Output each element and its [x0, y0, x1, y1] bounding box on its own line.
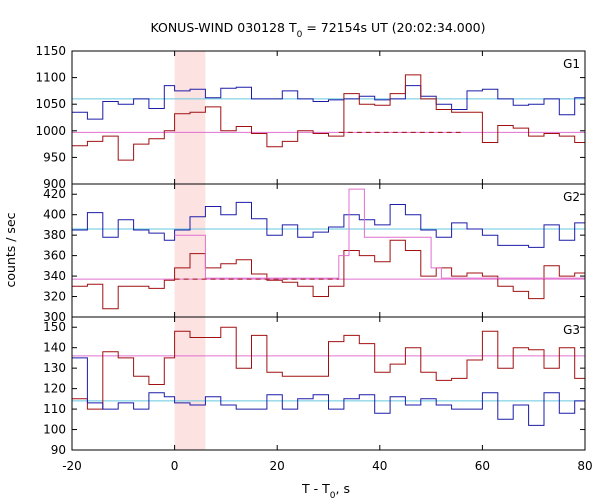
y-tick-label: 420	[43, 187, 66, 201]
y-tick-label: 1000	[35, 124, 66, 138]
x-axis-label-prefix: T - T	[301, 481, 330, 496]
panel-g2: 300 320 340 360 380 400 420 G2	[43, 183, 586, 324]
g3-blue-histogram-series	[72, 357, 585, 426]
x-tick-label: 80	[577, 459, 592, 473]
y-axis-label: counts / sec	[3, 212, 18, 287]
x-axis-label-suffix: , s	[336, 481, 350, 496]
x-tick-label: 0	[171, 459, 179, 473]
g1-red-histogram-series	[72, 74, 585, 161]
chart-title-suffix: = 72154s UT (20:02:34.000)	[302, 20, 485, 35]
y-tick-label: 950	[43, 150, 66, 164]
chart-title-subscript: 0	[297, 30, 303, 40]
y-tick-label: 150	[43, 320, 66, 334]
g2-red-histogram-series	[72, 239, 585, 310]
y-tick-label: 340	[43, 269, 66, 283]
y-tick-label: 360	[43, 249, 66, 263]
panel-frame	[71, 50, 586, 185]
panel-frame	[71, 183, 586, 318]
x-tick-label: 20	[270, 459, 285, 473]
y-tick-label: 320	[43, 290, 66, 304]
y-tick-label: 100	[43, 423, 66, 437]
panel-g3: 90 100 110 120 130 140 150 G3	[43, 316, 586, 457]
x-tick-label: 60	[475, 459, 490, 473]
y-tick-label: 300	[43, 310, 66, 324]
x-tick-label: -20	[62, 459, 82, 473]
g2-pink-histogram-series	[174, 188, 585, 279]
panel-g1: 900 950 1000 1050 1100 1150 G1	[35, 44, 586, 191]
y-tick-label: 90	[51, 443, 66, 457]
y-tick-label: 1100	[35, 71, 66, 85]
panel-label: G3	[563, 323, 580, 337]
y-tick-label: 140	[43, 341, 66, 355]
g3-red-histogram-series	[72, 326, 585, 410]
y-tick-label: 900	[43, 177, 66, 191]
y-tick-label: 1050	[35, 97, 66, 111]
chart-title-prefix: KONUS-WIND 030128 T	[150, 20, 296, 35]
g1-blue-histogram-series	[72, 85, 585, 120]
highlight-interval-band	[174, 51, 206, 450]
x-axis-label-subscript: 0	[330, 491, 336, 500]
panel-label: G1	[563, 57, 580, 71]
y-tick-label: 130	[43, 361, 66, 375]
y-tick-label: 110	[43, 402, 66, 416]
y-tick-label: 1150	[35, 44, 66, 58]
plot-area: 9009501000105011001150G13003203403603804…	[35, 44, 592, 473]
panel-label: G2	[563, 190, 580, 204]
x-axis-label: T - T0, s	[301, 481, 350, 500]
y-tick-label: 120	[43, 382, 66, 396]
x-tick-label: 40	[372, 459, 387, 473]
g2-blue-histogram-series	[72, 201, 585, 248]
y-tick-label: 380	[43, 228, 66, 242]
panel-frame	[71, 316, 586, 451]
chart-title: KONUS-WIND 030128 T0 = 72154s UT (20:02:…	[150, 20, 485, 40]
y-tick-label: 400	[43, 208, 66, 222]
